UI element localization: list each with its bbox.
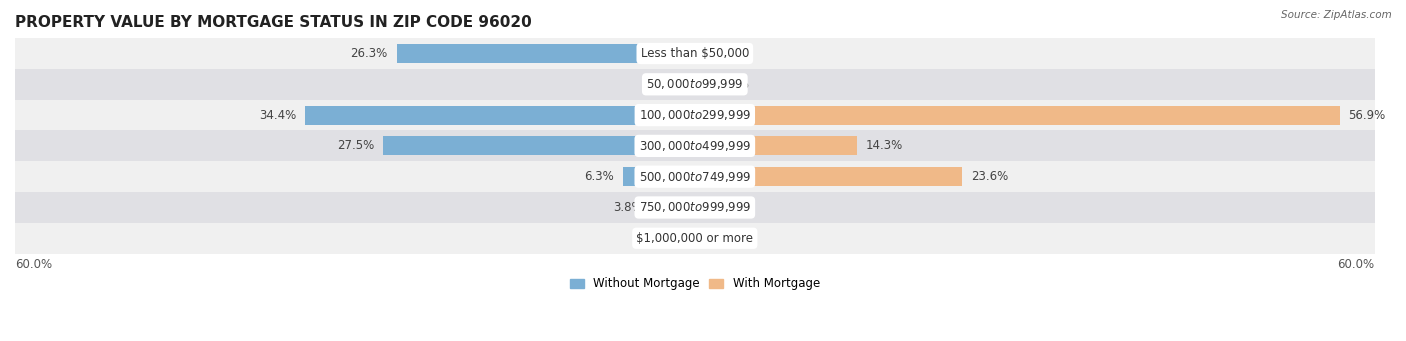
Legend: Without Mortgage, With Mortgage: Without Mortgage, With Mortgage (565, 273, 825, 295)
Text: 26.3%: 26.3% (350, 47, 388, 60)
Text: $750,000 to $999,999: $750,000 to $999,999 (638, 201, 751, 214)
Text: Less than $50,000: Less than $50,000 (641, 47, 749, 60)
Text: $100,000 to $299,999: $100,000 to $299,999 (638, 108, 751, 122)
Text: 60.0%: 60.0% (1337, 258, 1375, 271)
Text: $50,000 to $99,999: $50,000 to $99,999 (647, 77, 744, 91)
Bar (15, 69, 1375, 100)
Bar (15, 100, 1375, 131)
Text: $1,000,000 or more: $1,000,000 or more (637, 232, 754, 245)
Text: $300,000 to $499,999: $300,000 to $499,999 (638, 139, 751, 153)
Text: 1.4%: 1.4% (720, 78, 749, 91)
Bar (695, 75, 710, 94)
Bar (695, 198, 716, 217)
Text: 56.9%: 56.9% (1348, 108, 1386, 122)
Bar (305, 106, 695, 125)
Bar (652, 198, 695, 217)
Text: 14.3%: 14.3% (866, 139, 903, 152)
Text: 1.9%: 1.9% (634, 232, 664, 245)
Bar (396, 44, 695, 63)
Text: 23.6%: 23.6% (972, 170, 1008, 183)
Bar (695, 136, 856, 155)
Bar (15, 131, 1375, 161)
Bar (695, 167, 962, 186)
Bar (623, 167, 695, 186)
Text: 3.8%: 3.8% (613, 201, 643, 214)
Text: 6.3%: 6.3% (585, 170, 614, 183)
Bar (15, 38, 1375, 69)
Text: 27.5%: 27.5% (337, 139, 374, 152)
Text: Source: ZipAtlas.com: Source: ZipAtlas.com (1281, 10, 1392, 20)
Bar (673, 229, 695, 248)
Bar (15, 192, 1375, 223)
Text: 34.4%: 34.4% (259, 108, 297, 122)
Text: 60.0%: 60.0% (15, 258, 52, 271)
Text: $500,000 to $749,999: $500,000 to $749,999 (638, 170, 751, 184)
Text: 1.9%: 1.9% (725, 201, 755, 214)
Bar (695, 106, 1340, 125)
Bar (15, 161, 1375, 192)
Bar (15, 223, 1375, 254)
Text: PROPERTY VALUE BY MORTGAGE STATUS IN ZIP CODE 96020: PROPERTY VALUE BY MORTGAGE STATUS IN ZIP… (15, 15, 531, 30)
Bar (695, 229, 717, 248)
Text: 2.0%: 2.0% (727, 232, 756, 245)
Bar (384, 136, 695, 155)
